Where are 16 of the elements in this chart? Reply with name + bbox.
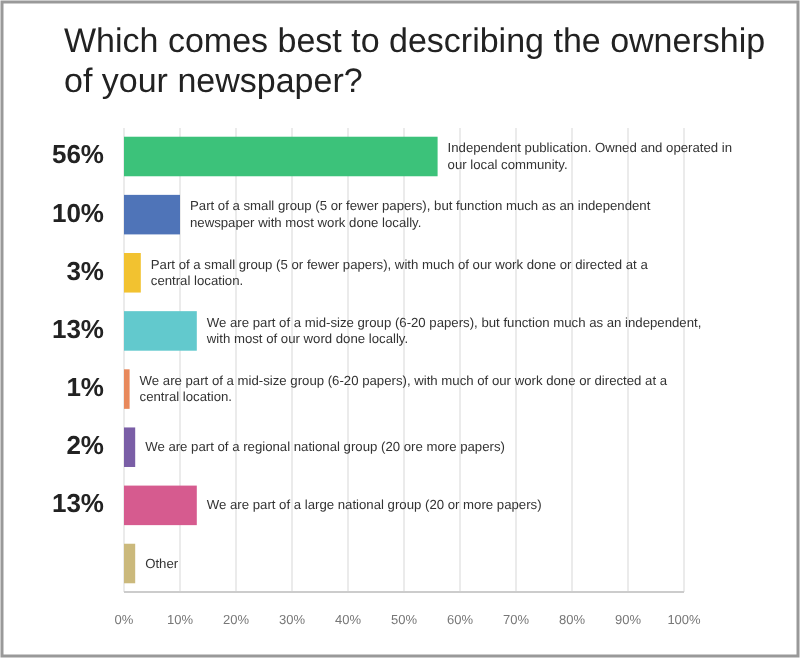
data-label: 3% (66, 255, 105, 286)
data-label: 56% (51, 139, 105, 170)
bar (124, 543, 136, 584)
data-label: 13% (51, 313, 105, 344)
data-label: 2% (66, 430, 105, 461)
data-label: 10% (51, 197, 105, 228)
bar (124, 427, 136, 467)
bar (124, 136, 438, 177)
bar (124, 194, 180, 235)
bar (124, 369, 130, 409)
bar (124, 485, 197, 526)
data-label: 1% (66, 371, 105, 402)
bar (124, 311, 197, 351)
bar (124, 253, 141, 293)
chart-title: Which comes best to describing the ownership of your newspaper? (64, 22, 766, 100)
data-label: 13% (51, 488, 105, 519)
